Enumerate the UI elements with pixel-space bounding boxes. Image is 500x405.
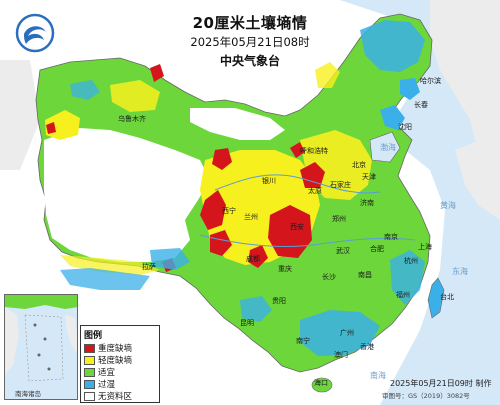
map-agency: 中央气象台 (219, 54, 280, 68)
city-label-huhehaote: 呼和浩特 (300, 147, 328, 155)
severe-drought-xinjiang-north (150, 64, 164, 82)
city-label-haerbin: 哈尔滨 (420, 77, 441, 85)
map-datetime: 2025年05月21日08时 (190, 35, 310, 49)
city-label-guiyang: 贵阳 (272, 297, 286, 305)
city-label-shijiazhuang: 石家庄 (330, 181, 351, 189)
wet-guangdong (300, 310, 380, 356)
severe-drought-gansu (210, 230, 232, 256)
city-label-yinchuan: 银川 (262, 177, 276, 185)
sea-label-bohai: 渤海 (380, 143, 396, 152)
city-label-beijing: 北京 (352, 161, 366, 169)
legend-item-suitable: 适宜 (84, 366, 156, 378)
city-label-fuzhou: 福州 (396, 291, 410, 299)
severe-drought-inner-mongolia (290, 142, 305, 158)
severe-drought-sichuan-west (248, 245, 268, 268)
city-label-tianjin: 天津 (362, 173, 376, 181)
city-label-shenyang: 沈阳 (398, 123, 412, 131)
light-drought-tibet-south (60, 255, 160, 275)
legend-label: 重度缺墒 (98, 344, 133, 354)
city-label-shanghai: 上海 (418, 243, 432, 251)
wet-yunnan (240, 296, 272, 322)
taiwan-island (427, 277, 445, 319)
neighbor-land-korea-japan (455, 140, 500, 220)
wet-fujian-zhejiang (390, 250, 425, 305)
produced-timestamp: 2025年05月21日09时 制作 (390, 379, 492, 388)
city-label-guangzhou: 广州 (340, 329, 354, 337)
severe-drought-shanxi (300, 162, 325, 188)
city-label-xian: 西安 (290, 223, 304, 231)
city-label-aomen: 澳门 (334, 351, 348, 359)
wet-tibet-south (60, 268, 150, 290)
severe-drought-ningxia (212, 148, 232, 170)
light-drought-mongolia-east (315, 62, 340, 88)
bohai-sea (369, 131, 401, 163)
city-label-wulumuqi: 乌鲁木齐 (118, 115, 146, 123)
legend-heading: 图例 (84, 331, 103, 341)
city-label-changchun: 长春 (414, 101, 428, 109)
legend-label: 轻度缺墒 (98, 356, 133, 366)
map-approval-number: 审图号：GS（2019）3082号 (382, 392, 470, 400)
city-label-zhengzhou: 郑州 (332, 215, 346, 223)
legend-swatch-blue (84, 379, 95, 389)
severe-drought-xinjiang-west (46, 122, 56, 134)
legend-item-no-data: 无资料区 (84, 390, 156, 402)
severe-drought-sichuan-shaanxi (268, 205, 312, 258)
wet-liaoning (380, 105, 405, 130)
legend-label: 适宜 (98, 368, 116, 378)
city-label-chongqing: 重庆 (278, 265, 292, 273)
city-label-xianggang: 香港 (360, 343, 374, 351)
wet-xinjiang-north (70, 80, 100, 100)
map-title: 20厘米土壤墒情 (192, 14, 308, 32)
neighbor-land-west (0, 60, 40, 170)
no-data-taklamakan (60, 145, 160, 185)
map-legend: 图例 重度缺墒 轻度缺墒 适宜 过湿 无资料区 (80, 325, 160, 403)
city-label-taiyuan: 太原 (308, 187, 322, 195)
city-label-kunming: 昆明 (240, 319, 254, 327)
yellow-river (214, 174, 381, 194)
legend-item-over-wet: 过湿 (84, 378, 156, 390)
city-label-chengdu: 成都 (246, 255, 260, 263)
city-label-nanjing: 南京 (384, 233, 398, 241)
sea-label-donghai: 东海 (452, 267, 468, 276)
city-label-taibei: 台北 (440, 293, 454, 301)
inset-label: 南海诸岛 (15, 390, 41, 398)
neighbor-land-northeast (430, 0, 500, 180)
severe-drought-qinghai (200, 190, 226, 230)
city-label-changsha: 长沙 (322, 273, 336, 281)
legend-label: 过湿 (98, 380, 116, 390)
legend-swatch-yellow (84, 355, 95, 365)
city-label-nanning: 南宁 (296, 337, 310, 345)
legend-swatch-white (84, 391, 95, 401)
city-label-nanchang: 南昌 (358, 271, 372, 279)
south-china-sea-inset: 南海诸岛 (4, 294, 78, 400)
city-label-hangzhou: 杭州 (404, 257, 418, 265)
wet-jilin (400, 78, 420, 100)
city-label-jinan: 济南 (360, 199, 374, 207)
wet-northeast (360, 20, 425, 72)
legend-label: 无资料区 (98, 392, 133, 402)
sea-label-huanghai: 黄海 (440, 201, 456, 210)
city-label-xining: 西宁 (222, 207, 236, 215)
cma-logo-icon (15, 13, 55, 53)
city-label-lhasa: 拉萨 (142, 263, 156, 271)
legend-item-light-drought: 轻度缺墒 (84, 354, 156, 366)
wet-tibet-east (150, 248, 190, 270)
city-label-haikou: 海口 (314, 379, 328, 387)
legend-swatch-red (84, 343, 95, 353)
legend-item-severe-drought: 重度缺墒 (84, 342, 156, 354)
yangtze-river (199, 234, 416, 248)
sea-label-nanhai: 南海 (370, 371, 386, 380)
city-label-wuhan: 武汉 (336, 247, 350, 255)
inset-map (5, 295, 77, 399)
hainan-island (311, 377, 333, 393)
no-data-inner-mongolia-west (190, 108, 285, 140)
legend-swatch-green (84, 367, 95, 377)
light-drought-xinjiang-north (110, 80, 160, 112)
city-label-hefei: 合肥 (370, 245, 384, 253)
city-label-lanzhou: 兰州 (244, 213, 258, 221)
